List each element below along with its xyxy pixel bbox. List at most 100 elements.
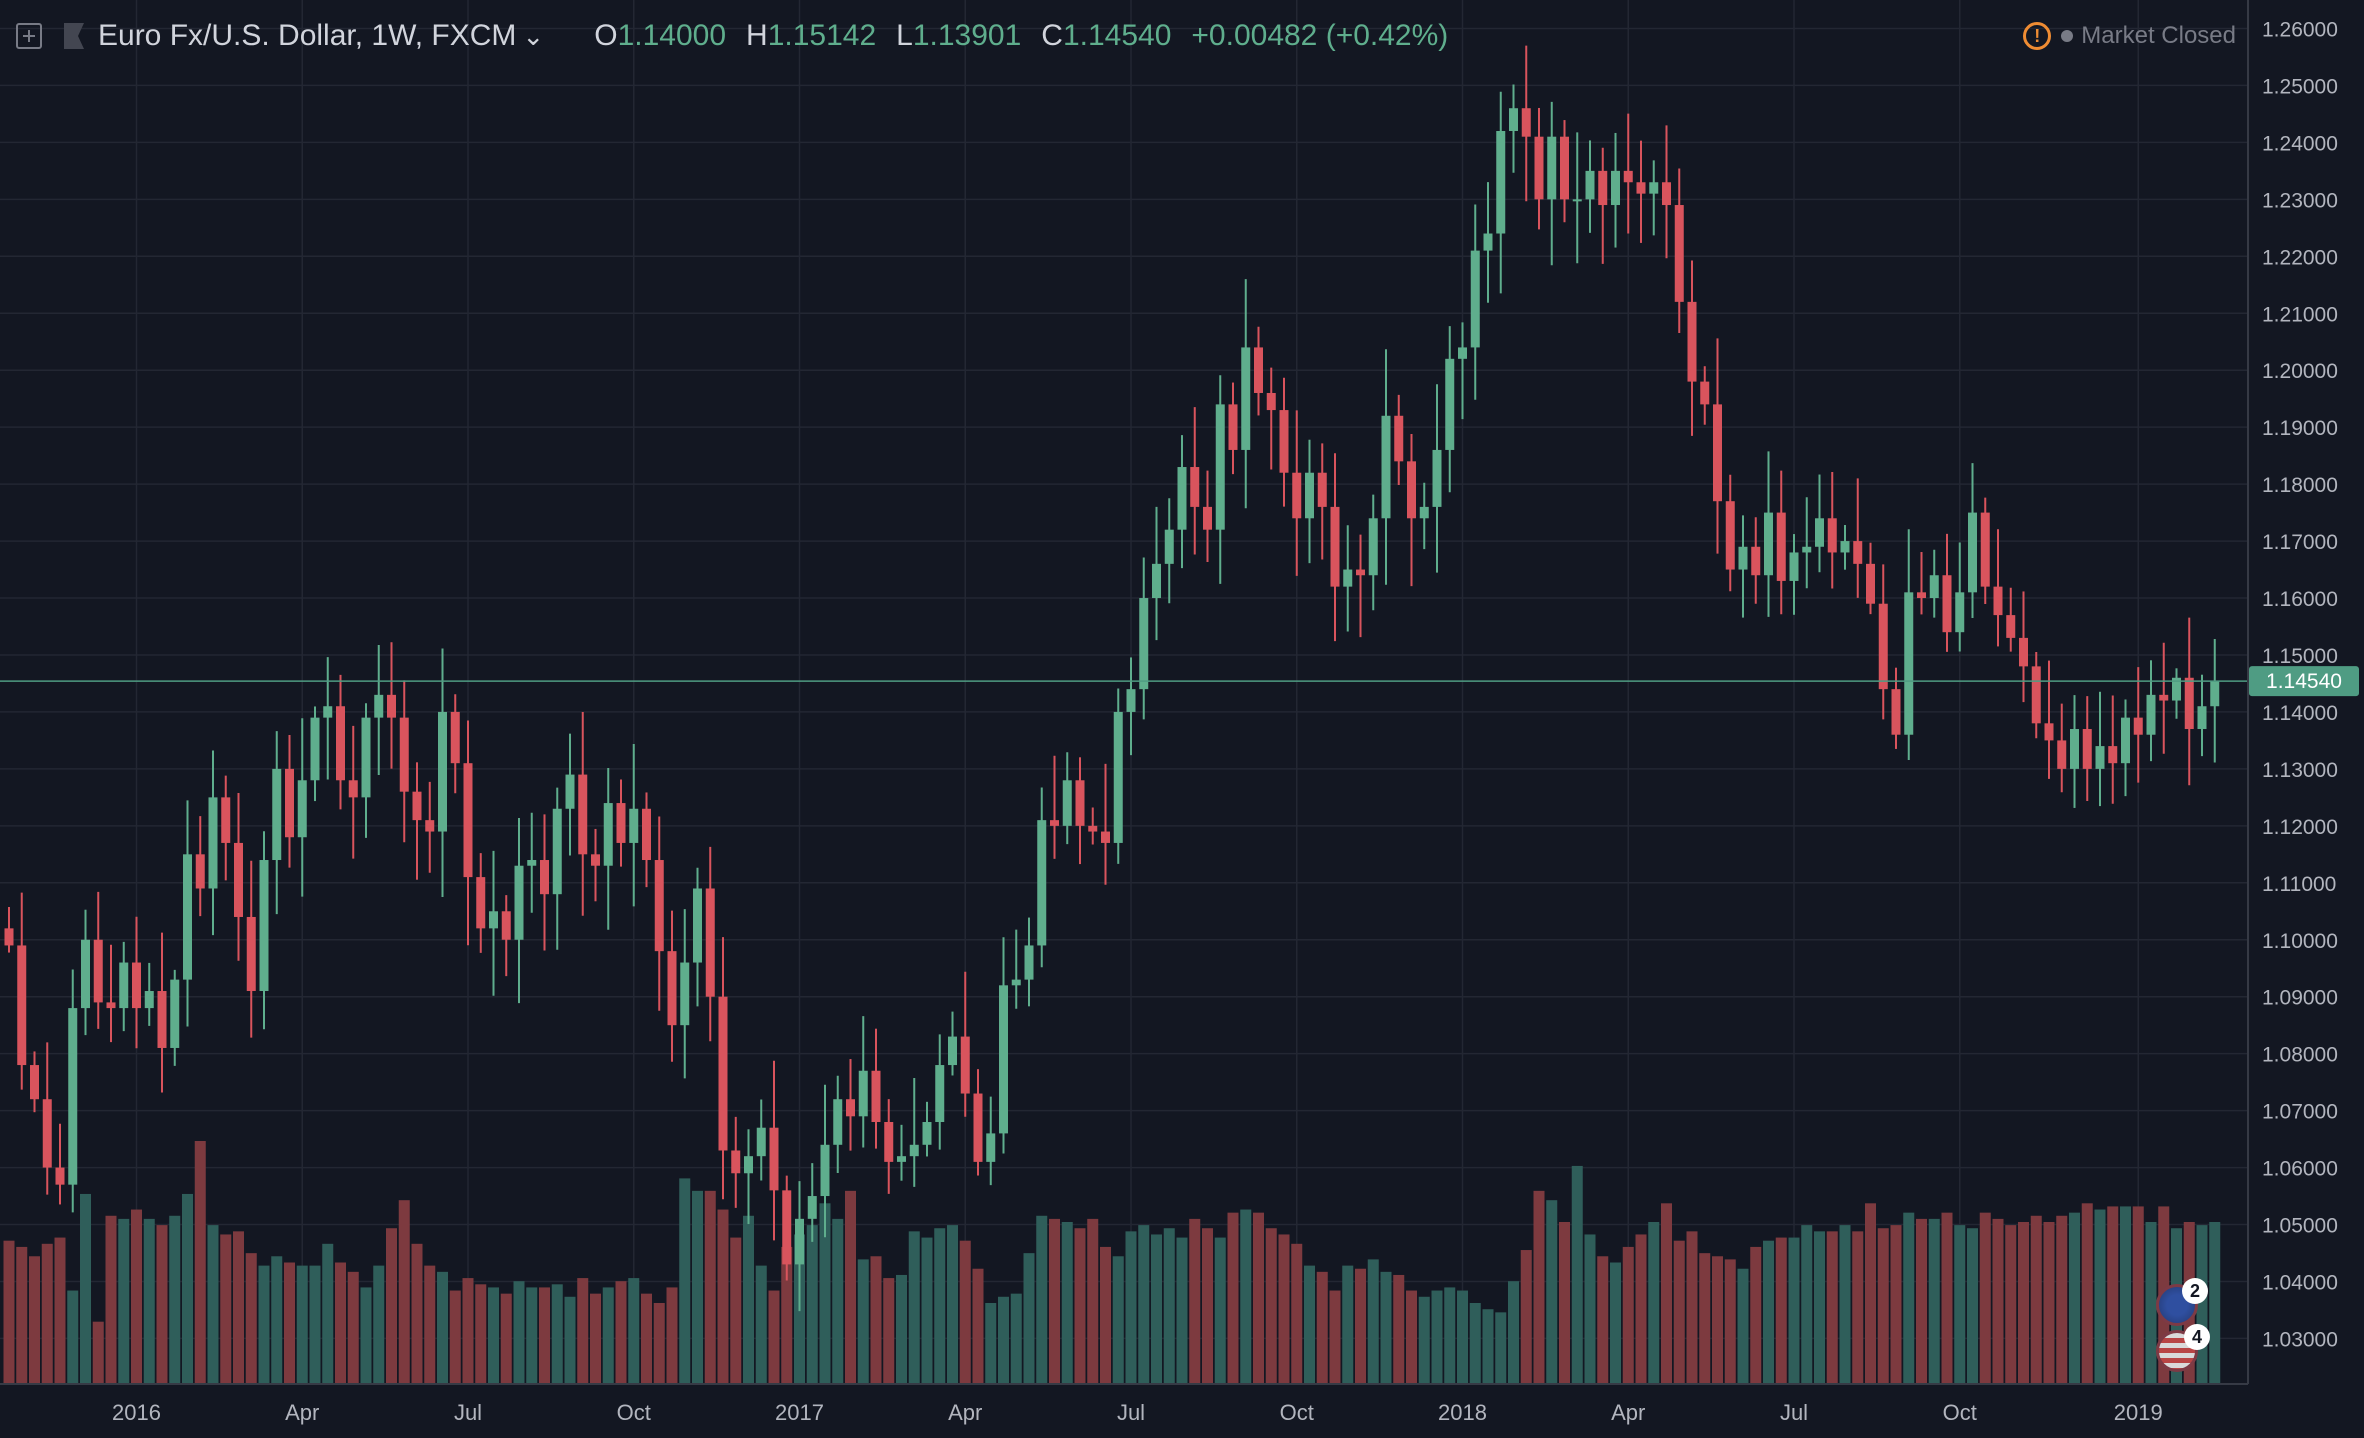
candle-body bbox=[1636, 182, 1646, 194]
volume-bar bbox=[105, 1215, 117, 1384]
market-status[interactable]: ! Market Closed bbox=[2023, 18, 2236, 54]
price-axis[interactable] bbox=[2248, 0, 2364, 1438]
volume-bar bbox=[692, 1190, 703, 1384]
candle-body bbox=[450, 711, 460, 764]
candle-body bbox=[310, 717, 320, 781]
volume-bar bbox=[1291, 1243, 1303, 1384]
economic-events[interactable]: 2 4 bbox=[2150, 1278, 2230, 1378]
candle-body bbox=[144, 991, 154, 1009]
volume-bar bbox=[309, 1265, 321, 1384]
flag-icon[interactable] bbox=[64, 23, 84, 49]
candle-body bbox=[744, 1156, 753, 1174]
volume-bar bbox=[1049, 1218, 1060, 1384]
volume-bar bbox=[1571, 1165, 1583, 1384]
volume-bar bbox=[577, 1278, 589, 1384]
candle-body bbox=[1547, 136, 1557, 200]
volume-bar bbox=[67, 1290, 79, 1384]
price-tick-label: 1.10000 bbox=[2262, 930, 2338, 953]
volume-bar bbox=[641, 1293, 652, 1384]
candle-body bbox=[1317, 472, 1327, 507]
time-tick-label: Oct bbox=[1280, 1400, 1314, 1425]
high-value: 1.15142 bbox=[767, 19, 877, 52]
volume-bar bbox=[1457, 1290, 1468, 1384]
expand-icon[interactable] bbox=[16, 23, 42, 49]
candle-body bbox=[1075, 780, 1085, 826]
volume-bar bbox=[1125, 1231, 1137, 1384]
candle-body bbox=[425, 820, 435, 832]
volume-bar bbox=[1826, 1231, 1838, 1384]
candle-body bbox=[1521, 108, 1531, 137]
volume-bar bbox=[602, 1287, 614, 1384]
candle-body bbox=[285, 768, 294, 838]
volume-bar bbox=[883, 1278, 895, 1384]
symbol-title[interactable]: Euro Fx/U.S. Dollar, 1W, FXCM bbox=[98, 19, 517, 52]
price-tick-label: 1.18000 bbox=[2262, 474, 2338, 497]
warning-icon[interactable]: ! bbox=[2023, 22, 2052, 50]
volume-bar bbox=[1584, 1234, 1596, 1384]
volume-bar bbox=[1546, 1200, 1558, 1384]
candle-body bbox=[1419, 506, 1429, 519]
price-tick-label: 1.25000 bbox=[2262, 75, 2338, 98]
volume-bar bbox=[2120, 1206, 2131, 1384]
candle-body bbox=[1598, 170, 1608, 206]
volume-bar bbox=[870, 1256, 882, 1384]
candle-body bbox=[795, 1218, 804, 1265]
candle-body bbox=[1725, 501, 1735, 570]
candle-body bbox=[463, 763, 473, 878]
high-label: H bbox=[746, 19, 768, 52]
volume-bar bbox=[628, 1278, 640, 1384]
candle-body bbox=[552, 808, 562, 895]
candle-body bbox=[2006, 615, 2016, 638]
candle-body bbox=[846, 1099, 855, 1117]
volume-bar bbox=[1112, 1256, 1124, 1384]
candle-body bbox=[1190, 467, 1200, 507]
candle-body bbox=[1751, 546, 1761, 576]
candle-body bbox=[1738, 546, 1748, 570]
volume-bar bbox=[1265, 1228, 1277, 1384]
volume-bar bbox=[781, 1246, 793, 1384]
volume-bar bbox=[347, 1271, 359, 1384]
volume-bar bbox=[118, 1218, 130, 1384]
volume-bar bbox=[1482, 1309, 1494, 1384]
candle-body bbox=[1088, 825, 1098, 832]
candle-body bbox=[2070, 729, 2079, 769]
candle-body bbox=[106, 1002, 116, 1009]
volume-bar bbox=[2145, 1222, 2157, 1384]
volume-bar bbox=[743, 1215, 754, 1384]
candle-body bbox=[272, 768, 282, 861]
candle-body bbox=[1764, 512, 1773, 576]
volume-bar bbox=[29, 1256, 40, 1384]
candle-body bbox=[1572, 199, 1582, 202]
price-tick-label: 1.22000 bbox=[2262, 246, 2338, 269]
candle-body bbox=[769, 1127, 779, 1191]
volume-bar bbox=[488, 1287, 499, 1384]
volume-bar bbox=[220, 1234, 232, 1384]
candle-body bbox=[1917, 592, 1926, 599]
chevron-down-icon[interactable]: ⌄ bbox=[522, 20, 545, 51]
candle-body bbox=[718, 996, 728, 1151]
volume-bar bbox=[1087, 1218, 1099, 1384]
candle-body bbox=[2146, 694, 2156, 735]
volume-bar bbox=[143, 1218, 155, 1384]
candle-body bbox=[833, 1099, 843, 1145]
volume-bar bbox=[92, 1321, 104, 1384]
volume-bar bbox=[947, 1225, 958, 1384]
volume-bar bbox=[1495, 1312, 1507, 1384]
candle-body bbox=[93, 939, 103, 1003]
price-tick-label: 1.20000 bbox=[2262, 360, 2338, 383]
price-tick-label: 1.15000 bbox=[2262, 645, 2338, 668]
volume-bar bbox=[1074, 1228, 1086, 1384]
candle-body bbox=[30, 1065, 39, 1100]
volume-bar bbox=[1775, 1237, 1787, 1384]
volume-bar bbox=[539, 1287, 550, 1384]
volume-bar bbox=[1992, 1218, 2004, 1384]
time-tick-label: 2017 bbox=[775, 1400, 824, 1425]
price-tick-label: 1.21000 bbox=[2262, 303, 2338, 326]
candle-body bbox=[1866, 563, 1875, 604]
candle-body bbox=[1215, 404, 1225, 530]
candle-body bbox=[1789, 552, 1799, 581]
volume-bar bbox=[1278, 1234, 1290, 1384]
candle-body bbox=[1254, 347, 1263, 393]
candle-body bbox=[399, 717, 409, 792]
